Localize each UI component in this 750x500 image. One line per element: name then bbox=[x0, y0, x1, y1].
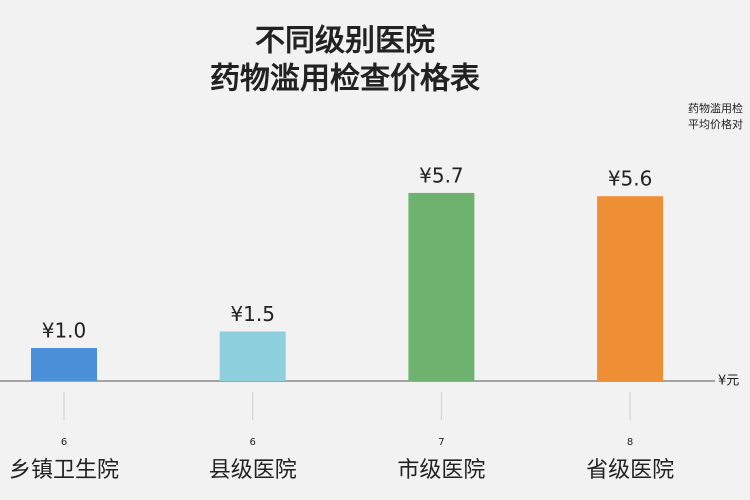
chart-subtitle: 药物滥用检查价格表 bbox=[210, 62, 480, 97]
axis-unit: ¥元 bbox=[718, 374, 739, 389]
annotation: 平均价格对 bbox=[688, 117, 743, 131]
x-tick-label: 省级医院 bbox=[586, 458, 674, 483]
bar bbox=[31, 348, 97, 381]
category-note: 7 bbox=[438, 437, 444, 448]
value-label: ¥5.6 bbox=[608, 167, 653, 191]
x-tick-label: 市级医院 bbox=[397, 458, 485, 483]
value-label: ¥5.7 bbox=[419, 163, 464, 187]
x-tick-label: 县级医院 bbox=[209, 458, 297, 483]
category-note: 6 bbox=[61, 437, 67, 448]
bar bbox=[597, 196, 664, 381]
bar bbox=[408, 192, 475, 381]
value-label: ¥1.0 bbox=[42, 319, 87, 343]
annotation: 药物滥用检 bbox=[688, 101, 743, 115]
category-note: 6 bbox=[250, 437, 256, 448]
value-label: ¥1.5 bbox=[230, 302, 275, 326]
x-tick-label: 乡镇卫生院 bbox=[9, 458, 119, 483]
category-note: 8 bbox=[627, 437, 633, 448]
bar bbox=[219, 331, 286, 381]
chart-title: 不同级别医院 bbox=[255, 24, 435, 59]
